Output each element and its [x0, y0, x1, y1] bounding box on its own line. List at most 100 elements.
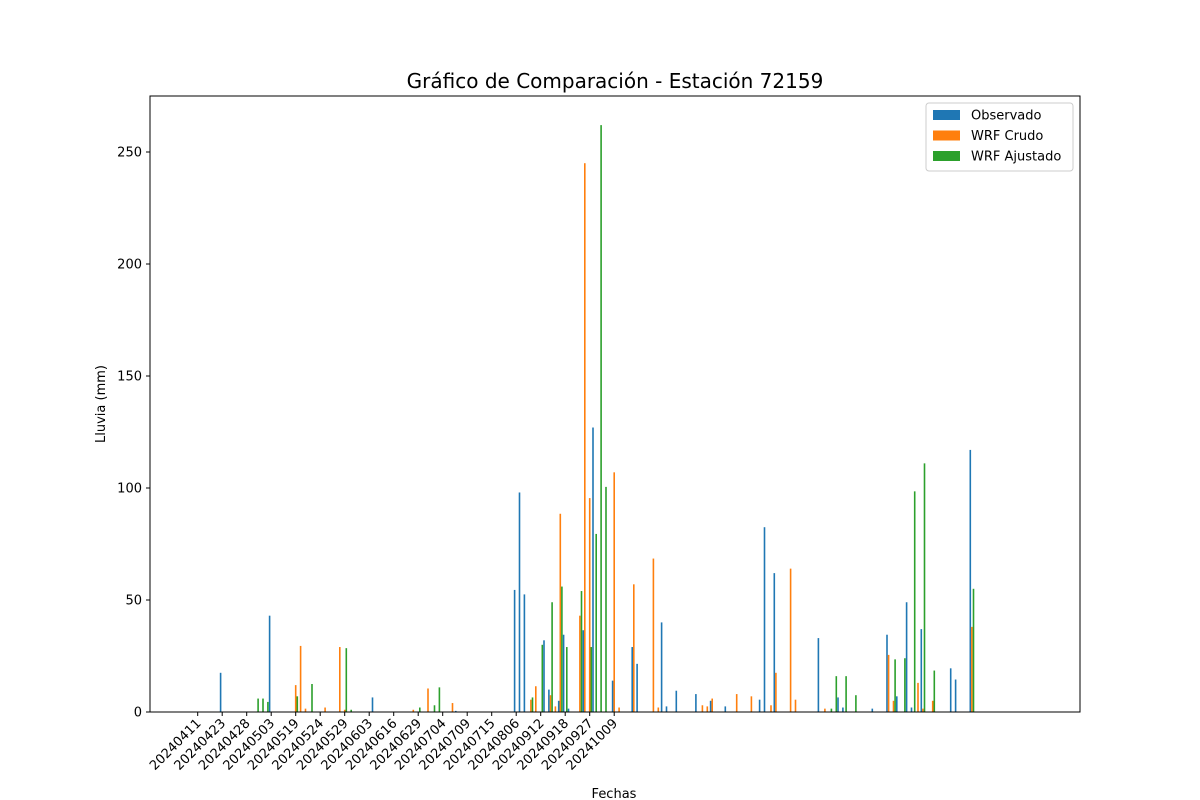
bar-wrf-ajustado	[296, 696, 299, 712]
bar-wrf-ajustado	[531, 697, 534, 712]
bar-observado	[543, 640, 545, 712]
bar-wrf-ajustado	[350, 709, 352, 712]
bar-wrf-ajustado	[566, 647, 568, 712]
y-tick-label: 50	[125, 594, 142, 609]
bar-wrf-ajustado	[262, 698, 264, 712]
bar-wrf-ajustado	[913, 491, 916, 712]
bars-layer	[219, 125, 975, 713]
bar-wrf-ajustado	[830, 708, 833, 712]
bar-observado	[567, 708, 570, 712]
bar-observado	[954, 679, 957, 712]
bar-wrf-ajustado	[345, 648, 348, 712]
bar-wrf-crudo	[530, 699, 532, 712]
bar-wrf-crudo	[789, 568, 792, 712]
bar-wrf-crudo	[794, 699, 797, 712]
legend-label: Observado	[971, 109, 1042, 124]
bar-wrf-crudo	[451, 703, 454, 712]
bar-observado	[896, 696, 898, 712]
bar-wrf-crudo	[735, 694, 738, 712]
legend-label: WRF Crudo	[971, 129, 1043, 144]
bar-wrf-crudo	[294, 685, 297, 712]
y-axis-label: Lluvia (mm)	[94, 365, 109, 443]
bar-observado	[513, 589, 516, 712]
bar-wrf-crudo	[343, 709, 346, 712]
bar-wrf-ajustado	[257, 698, 259, 712]
bar-observado	[611, 680, 614, 712]
bar-observado	[758, 699, 761, 712]
bar-wrf-ajustado	[551, 602, 553, 712]
bar-wrf-ajustado	[438, 687, 441, 712]
bar-observado	[518, 492, 521, 712]
bar-wrf-crudo	[613, 472, 615, 712]
bar-wrf-crudo	[706, 706, 709, 712]
bar-wrf-crudo	[775, 672, 777, 712]
x-axis-label: Fechas	[592, 787, 637, 800]
bar-observado	[871, 708, 874, 712]
bar-wrf-ajustado	[855, 695, 857, 712]
bar-wrf-ajustado	[894, 659, 896, 712]
bar-observado	[636, 663, 638, 712]
y-tick-label: 100	[117, 482, 142, 497]
bar-wrf-crudo	[324, 707, 326, 712]
bar-wrf-ajustado	[267, 701, 269, 712]
bar-observado	[724, 706, 727, 712]
legend-swatch	[933, 110, 960, 120]
bar-wrf-ajustado	[419, 707, 421, 712]
bar-wrf-crudo	[892, 700, 895, 712]
chart-title: Gráfico de Comparación - Estación 72159	[407, 69, 824, 93]
bar-wrf-ajustado	[311, 684, 313, 712]
bar-wrf-crudo	[931, 700, 934, 712]
bar-wrf-ajustado	[580, 591, 583, 712]
bar-observado	[371, 697, 374, 712]
bar-wrf-crudo	[633, 584, 635, 712]
bar-observado	[675, 690, 678, 712]
bar-wrf-ajustado	[972, 588, 975, 712]
bar-observado	[886, 634, 888, 712]
bar-wrf-crudo	[559, 513, 562, 712]
legend-swatch	[933, 130, 960, 141]
bar-observado	[842, 707, 844, 712]
bar-wrf-crudo	[971, 626, 973, 712]
bar-observado	[562, 634, 565, 712]
bar-wrf-ajustado	[541, 644, 544, 712]
bar-wrf-ajustado	[561, 586, 563, 712]
bar-observado	[665, 706, 668, 712]
bar-observado	[592, 427, 594, 712]
bar-wrf-ajustado	[933, 670, 936, 712]
bar-wrf-ajustado	[595, 533, 597, 712]
bar-wrf-crudo	[412, 709, 415, 712]
bar-observado	[631, 647, 633, 712]
bar-observado	[920, 629, 923, 712]
bar-observado	[660, 622, 663, 712]
bar-observado	[582, 630, 584, 712]
bar-observado	[763, 527, 766, 712]
bar-wrf-crudo	[618, 707, 620, 712]
y-tick-label: 150	[117, 370, 142, 385]
y-axis: 0 50 100 150 200 250	[117, 146, 150, 721]
bar-observado	[455, 710, 457, 712]
y-tick-label: 200	[117, 258, 142, 273]
bar-observado	[969, 449, 972, 712]
bar-observado	[949, 668, 952, 712]
bar-wrf-crudo	[535, 686, 537, 712]
bar-wrf-crudo	[922, 708, 924, 712]
bar-wrf-ajustado	[600, 125, 602, 713]
bar-observado	[773, 573, 776, 712]
bar-observado	[548, 689, 550, 712]
bar-wrf-crudo	[588, 498, 591, 712]
bar-wrf-crudo	[824, 708, 826, 712]
bar-observado	[905, 602, 908, 712]
legend-frame	[925, 102, 1074, 172]
plot-area-frame	[149, 95, 1081, 713]
bar-observado	[695, 694, 697, 712]
bar-wrf-crudo	[549, 695, 552, 712]
bar-wrf-crudo	[299, 645, 302, 712]
y-tick-label: 250	[117, 146, 142, 161]
bar-wrf-crudo	[917, 682, 919, 712]
bar-wrf-crudo	[554, 706, 557, 712]
bar-wrf-ajustado	[605, 486, 607, 712]
bar-wrf-ajustado	[835, 676, 838, 712]
bar-wrf-crudo	[427, 688, 429, 712]
legend: Observado WRF Crudo WRF Ajustado	[925, 102, 1074, 172]
bar-observado	[557, 700, 560, 712]
